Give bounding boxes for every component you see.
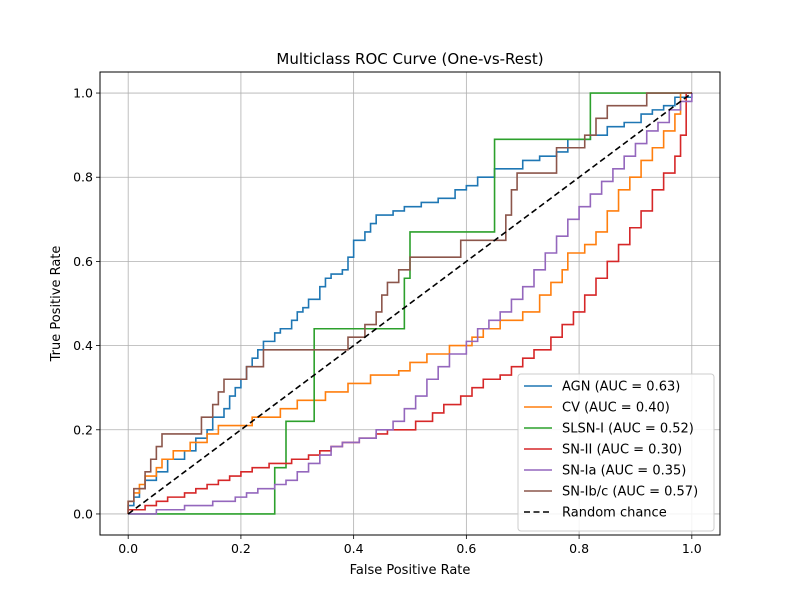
roc-curve-slsn-i xyxy=(128,92,692,515)
y-axis-label: True Positive Rate xyxy=(49,246,64,363)
legend-label: Random chance xyxy=(562,506,667,521)
y-tick-label: 0.2 xyxy=(73,422,93,437)
plot-frame xyxy=(99,71,721,536)
roc-curve-agn xyxy=(127,93,693,514)
legend-box xyxy=(517,373,715,532)
y-tick-label: 0.8 xyxy=(73,170,93,185)
y-tick-label: 0.6 xyxy=(73,254,93,269)
legend-label: SLSN-I (AUC = 0.52) xyxy=(562,422,694,437)
x-tick-label: 0.6 xyxy=(456,541,476,556)
legend-label: AGN (AUC = 0.63) xyxy=(562,380,680,395)
y-axis-ticks: 0.0 0.2 0.4 0.6 0.8 1.0 xyxy=(73,86,100,521)
roc-curve-sn-ii xyxy=(127,92,692,514)
x-tick-label: 0.4 xyxy=(344,541,364,556)
legend-label: SN-II (AUC = 0.30) xyxy=(562,443,682,458)
x-tick-label: 0.0 xyxy=(118,541,138,556)
x-axis-label: False Positive Rate xyxy=(350,563,471,578)
legend-label: SN-Ib/c (AUC = 0.57) xyxy=(562,485,698,500)
x-tick-label: 0.8 xyxy=(569,541,589,556)
legend: AGN (AUC = 0.63) CV (AUC = 0.40) SLSN-I (A… xyxy=(517,373,715,532)
series-group xyxy=(127,92,693,515)
y-tick-label: 0.0 xyxy=(73,506,93,521)
x-tick-label: 0.2 xyxy=(231,541,251,556)
y-tick-label: 1.0 xyxy=(73,86,93,101)
x-tick-label: 1.0 xyxy=(682,541,702,556)
legend-label: CV (AUC = 0.40) xyxy=(562,401,670,416)
random-chance-line xyxy=(127,92,693,515)
chart-title: Multiclass ROC Curve (One-vs-Rest) xyxy=(276,50,543,68)
roc-curve-sn-ib-c xyxy=(127,92,692,514)
roc-curve-sn-ia xyxy=(128,93,693,515)
y-tick-label: 0.4 xyxy=(73,338,93,353)
legend-label: SN-Ia (AUC = 0.35) xyxy=(562,464,686,479)
x-axis-ticks: 0.0 0.2 0.4 0.6 0.8 1.0 xyxy=(118,535,702,556)
